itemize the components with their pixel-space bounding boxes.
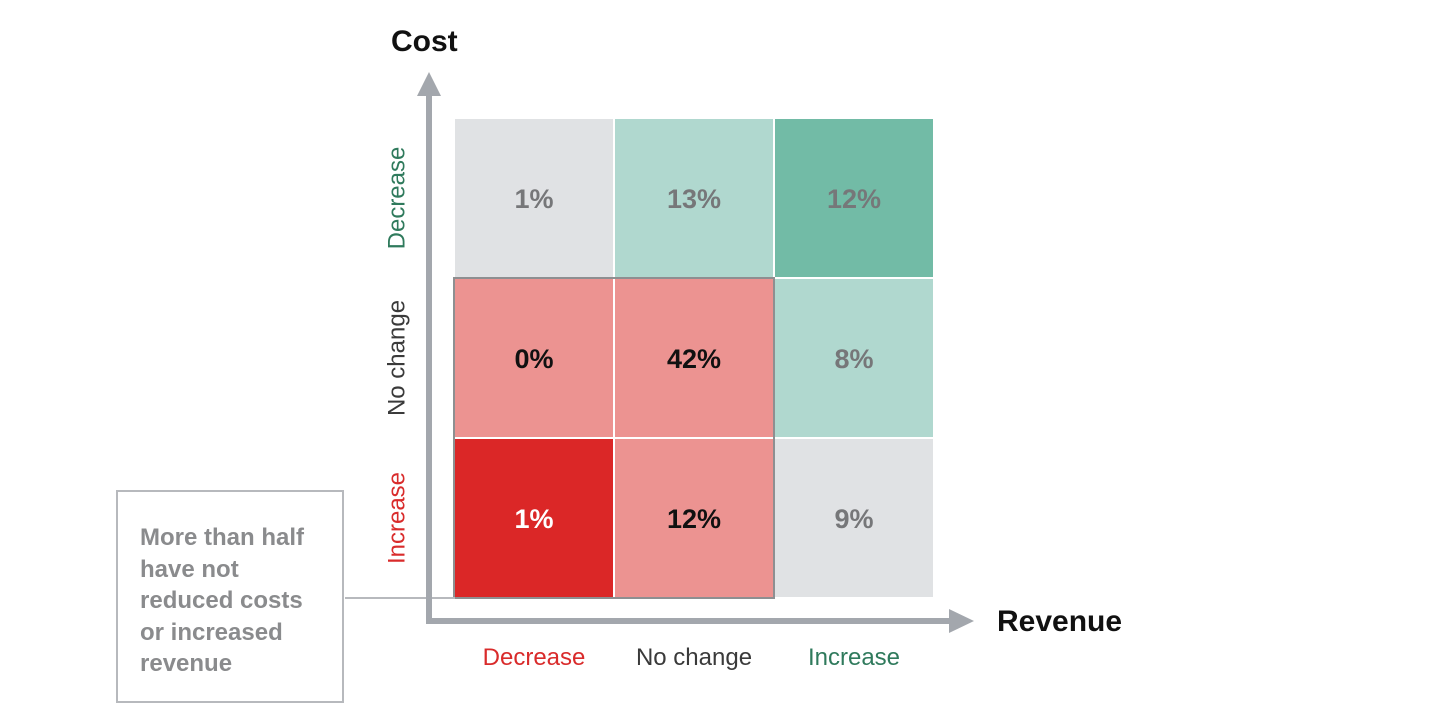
callout-box: More than half have not reduced costs or… — [116, 490, 344, 703]
y-axis-tick-label: Increase — [384, 472, 411, 564]
matrix-cells — [455, 119, 933, 597]
y-axis-title: Cost — [391, 25, 458, 58]
y-axis-arrowhead — [417, 72, 441, 96]
x-axis-tick-label: Decrease — [483, 644, 586, 671]
x-axis-tick-label: Increase — [808, 644, 900, 671]
callout-line: revenue — [140, 650, 233, 677]
matrix-cell — [455, 439, 613, 597]
x-axis-tick-labels: Decrease No change Increase — [483, 644, 900, 671]
callout-line: have not — [140, 555, 239, 583]
x-axis-tick-label: No change — [636, 644, 752, 671]
y-axis-tick-label: Decrease — [384, 147, 411, 250]
callout-line: More than half — [140, 524, 305, 551]
matrix-cell-labels: 1% 13% 12% 0% 42% 8% 1% 12% 9% — [514, 184, 881, 534]
matrix-cell — [455, 279, 613, 437]
callout-line: or increased — [140, 618, 283, 646]
matrix-cell-label: 9% — [834, 504, 873, 534]
matrix-cell — [615, 439, 773, 597]
y-axis-tick-label: No change — [384, 300, 411, 416]
matrix-cell-label: 1% — [514, 184, 553, 214]
matrix-cell-label: 42% — [667, 344, 721, 374]
matrix-cell-label: 8% — [834, 344, 873, 374]
y-axis-tick-labels: Decrease No change Increase — [384, 147, 411, 564]
matrix-cell-label: 0% — [514, 344, 553, 374]
matrix-cell — [455, 119, 613, 277]
x-axis-arrowhead — [949, 609, 974, 633]
matrix-cell — [775, 119, 933, 277]
x-axis-title: Revenue — [997, 605, 1122, 638]
matrix-cell — [775, 439, 933, 597]
matrix-cell-label: 12% — [827, 184, 881, 214]
matrix-cell — [775, 279, 933, 437]
callout-line: reduced costs — [140, 587, 303, 614]
matrix-cell-label: 1% — [514, 504, 553, 534]
matrix-cell — [615, 279, 773, 437]
matrix-cell-label: 12% — [667, 504, 721, 534]
axes — [417, 72, 974, 633]
highlight-region-border — [453, 277, 775, 599]
matrix-cell-label: 13% — [667, 184, 721, 214]
matrix-cell — [615, 119, 773, 277]
